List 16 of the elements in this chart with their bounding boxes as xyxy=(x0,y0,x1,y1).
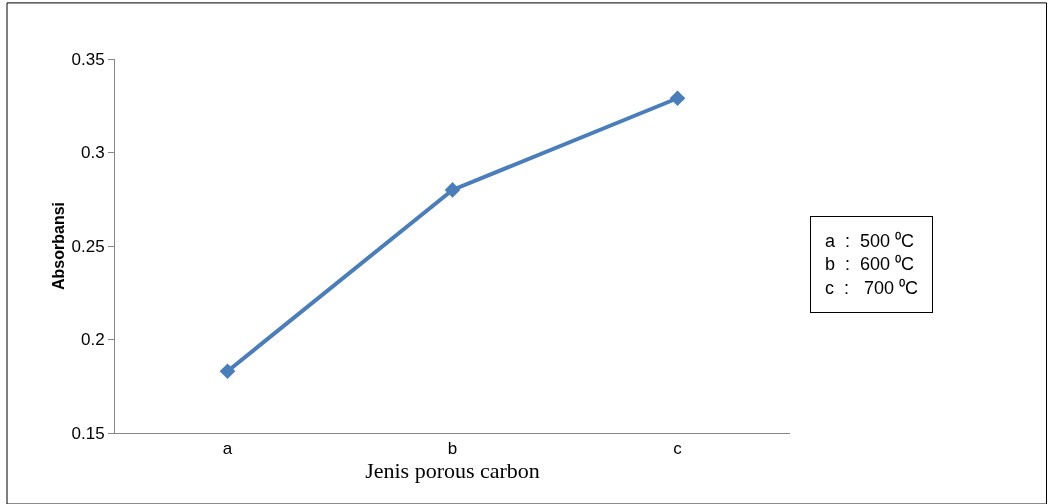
text: a : 500 ⁰C xyxy=(825,231,915,251)
y-tick-label: 0.15 xyxy=(71,423,105,443)
y-tick-label: 0.3 xyxy=(80,143,105,163)
text: c : 700 ⁰C xyxy=(825,277,919,298)
y-tick-label: 0.35 xyxy=(71,49,105,69)
point xyxy=(219,363,236,380)
point xyxy=(669,90,686,107)
y-tick-label: 0.25 xyxy=(71,236,105,256)
x-tick-label: a xyxy=(222,439,233,459)
x-tick-label: c xyxy=(673,439,683,459)
x-axis-title: Jenis porous carbon xyxy=(365,458,540,484)
point xyxy=(444,182,461,198)
y-axis-title: Absorbansi xyxy=(50,201,68,291)
x-tick-label: b xyxy=(447,439,458,459)
y-tick-label: 0.2 xyxy=(80,330,105,350)
text: b : 600 ⁰C xyxy=(825,254,915,275)
